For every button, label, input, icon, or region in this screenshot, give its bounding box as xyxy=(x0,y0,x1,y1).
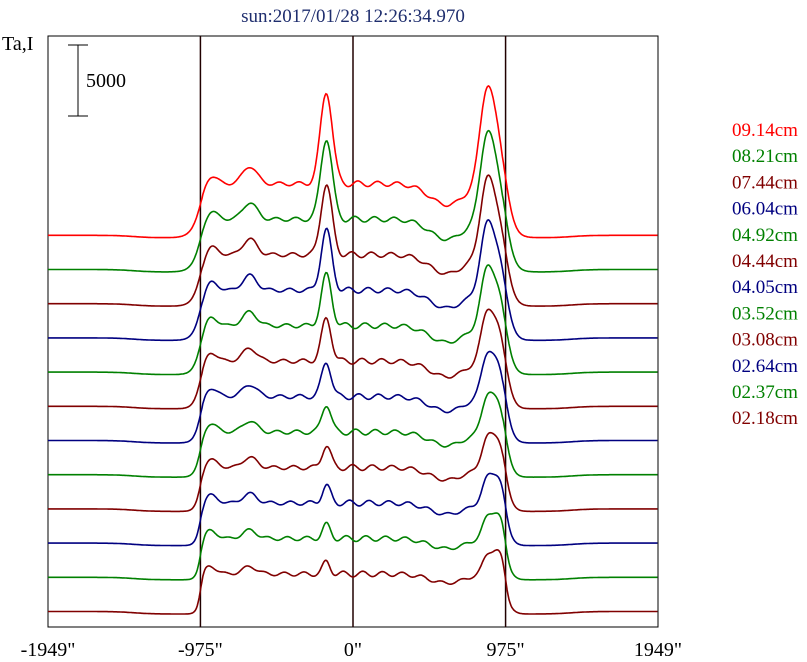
legend-entry-02.37cm: 02.37cm xyxy=(732,382,798,403)
x-tick-label-2: 0" xyxy=(344,639,362,661)
legend-entry-06.04cm: 06.04cm xyxy=(732,199,798,220)
legend-entry-04.92cm: 04.92cm xyxy=(732,225,798,246)
series-line-02.18cm xyxy=(48,548,658,615)
legend-entry-03.08cm: 03.08cm xyxy=(732,330,798,351)
legend-entry-03.52cm: 03.52cm xyxy=(732,303,798,324)
x-tick-label-4: 1949" xyxy=(634,639,682,661)
x-tick-labels: -1949" -975" 0" 975" 1949" xyxy=(21,639,683,661)
legend-entry-09.14cm: 09.14cm xyxy=(732,120,798,141)
series-line-04.92cm xyxy=(48,264,658,376)
legend-entry-02.64cm: 02.64cm xyxy=(732,356,798,377)
legend-entry-02.18cm: 02.18cm xyxy=(732,408,798,429)
series-line-09.14cm xyxy=(48,85,658,239)
legend: 09.14cm 08.21cm 07.44cm 06.04cm 04.92cm 04.44… xyxy=(732,120,798,429)
series-line-03.08cm xyxy=(48,431,658,513)
x-tick-label-3: 975" xyxy=(486,639,524,661)
legend-entry-04.05cm: 04.05cm xyxy=(732,277,798,298)
x-tick-label-0: -1949" xyxy=(21,639,76,661)
series-line-04.44cm xyxy=(48,308,658,410)
series-line-08.21cm xyxy=(48,129,658,273)
series-line-07.44cm xyxy=(48,174,658,307)
scale-bar: 5000 xyxy=(68,44,126,117)
legend-entry-04.44cm: 04.44cm xyxy=(732,251,798,272)
series-line-06.04cm xyxy=(48,219,658,342)
legend-entry-08.21cm: 08.21cm xyxy=(732,146,798,167)
series-layer xyxy=(48,85,658,615)
y-axis-label: Ta,I xyxy=(2,33,33,55)
legend-entry-07.44cm: 07.44cm xyxy=(732,172,798,193)
series-line-02.37cm xyxy=(48,512,658,581)
x-tick-label-1: -975" xyxy=(178,639,223,661)
series-line-03.52cm xyxy=(48,391,658,479)
reference-lines xyxy=(199,36,507,627)
series-line-02.64cm xyxy=(48,472,658,547)
chart-title: sun:2017/01/28 12:26:34.970 xyxy=(241,6,465,27)
series-line-04.05cm xyxy=(48,350,658,444)
scale-bar-label: 5000 xyxy=(86,70,126,92)
